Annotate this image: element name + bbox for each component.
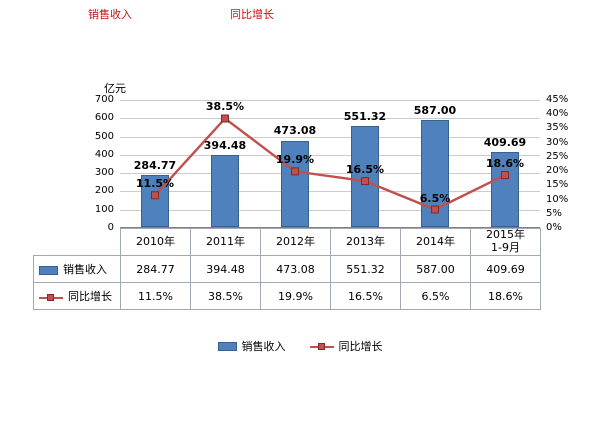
plot-area: [120, 100, 540, 228]
growth-value-label: 18.6%: [485, 157, 525, 171]
growth-line: [151, 114, 509, 214]
bar-value-label: 551.32: [343, 110, 387, 124]
bar-value-label: 284.77: [133, 158, 177, 172]
bar-1: [211, 154, 239, 227]
y-axis-right-tick: 40%: [546, 108, 569, 120]
growth-value-label: 38.5%: [205, 100, 245, 114]
legend-item-growth: 同比增长: [309, 338, 383, 354]
legend-item-sales: 销售收入: [217, 338, 286, 354]
growth-value-label: 6.5%: [419, 191, 451, 205]
gridline: [120, 154, 540, 156]
y-axis-left-tick: 500: [94, 130, 114, 142]
growth-value-2012: 19.9%: [260, 282, 331, 310]
gridline: [120, 191, 540, 193]
sales-series-swatch-icon: [39, 265, 58, 275]
sales-value-2015: 409.69: [470, 255, 541, 283]
legend-sales-label: 销售收入: [241, 340, 286, 353]
sales-value-2010: 284.77: [120, 255, 191, 283]
bar-value-label: 473.08: [273, 124, 317, 138]
axis-unit-label: 亿元: [104, 82, 126, 95]
growth-value-2013: 16.5%: [330, 282, 401, 310]
y-axis-right-tick: 45%: [546, 94, 569, 105]
y-axis-left-tick: 400: [94, 148, 114, 160]
category-2013: 2013年: [330, 228, 401, 256]
sales-series-label: 销售收入: [63, 263, 107, 276]
y-axis-right-tick: 10%: [546, 193, 569, 205]
top-remnant-growth-label: 同比增长: [230, 8, 274, 21]
y-axis-right-tick: 20%: [546, 165, 569, 177]
top-remnant-sales-label: 销售收入: [88, 8, 132, 21]
bar-value-label: 587.00: [413, 103, 457, 117]
y-axis-left-tick: 0: [107, 222, 114, 233]
growth-series-label: 同比增长: [68, 290, 112, 303]
gridline: [120, 100, 540, 101]
bar-5: [491, 152, 519, 227]
category-2012: 2012年: [260, 228, 331, 256]
y-axis-left-tick: 300: [94, 167, 114, 179]
growth-value-2015: 18.6%: [470, 282, 541, 310]
chart-legend: 销售收入 同比增长: [0, 338, 600, 354]
y-axis-left-tick: 100: [94, 203, 114, 215]
growth-series-swatch-icon: [39, 293, 63, 302]
bar-value-label: 409.69: [483, 136, 527, 150]
y-axis-right-tick: 0%: [546, 222, 562, 233]
sales-row-key: 销售收入: [33, 255, 121, 283]
growth-value-2014: 6.5%: [400, 282, 471, 310]
sales-value-2013: 551.32: [330, 255, 401, 283]
growth-row: 同比增长 11.5% 38.5% 19.9% 16.5% 6.5% 18.6%: [33, 282, 541, 310]
y-axis-left-tick: 600: [94, 112, 114, 124]
y-axis-left-tick: 700: [94, 94, 114, 105]
gridline: [120, 173, 540, 175]
y-axis-right-tick: 35%: [546, 122, 569, 134]
y-axis-left-tick: 200: [94, 185, 114, 197]
growth-value-label: 19.9%: [275, 153, 315, 167]
legend-growth-swatch-icon: [309, 342, 334, 351]
y-axis-right-tick: 15%: [546, 179, 569, 191]
growth-value-2011: 38.5%: [190, 282, 261, 310]
sales-value-2012: 473.08: [260, 255, 331, 283]
sales-value-2014: 587.00: [400, 255, 471, 283]
legend-growth-label: 同比增长: [338, 340, 383, 353]
bar-3: [351, 126, 379, 227]
y-axis-right-tick: 5%: [546, 207, 562, 219]
growth-row-key: 同比增长: [33, 282, 121, 310]
bar-value-label: 394.48: [203, 138, 247, 152]
growth-value-label: 16.5%: [345, 163, 385, 177]
legend-sales-swatch-icon: [217, 341, 237, 351]
gridline: [120, 136, 540, 138]
category-2010: 2010年: [120, 228, 191, 256]
sales-value-2011: 394.48: [190, 255, 261, 283]
category-2015: 2015年 1-9月: [470, 228, 541, 256]
y-axis-right-tick: 25%: [546, 150, 569, 162]
category-2014: 2014年: [400, 228, 471, 256]
bar-2: [281, 140, 309, 227]
growth-value-2010: 11.5%: [120, 282, 191, 310]
gridline: [120, 209, 540, 211]
sales-row: 销售收入 284.77 394.48 473.08 551.32 587.00 …: [33, 255, 541, 283]
growth-value-label: 11.5%: [135, 177, 175, 191]
category-2011: 2011年: [190, 228, 261, 256]
gridline: [120, 118, 540, 120]
y-axis-right-tick: 30%: [546, 136, 569, 148]
chart-data-table: 2010年 2011年 2012年 2013年 2014年 2015年 1-9月…: [33, 228, 541, 310]
